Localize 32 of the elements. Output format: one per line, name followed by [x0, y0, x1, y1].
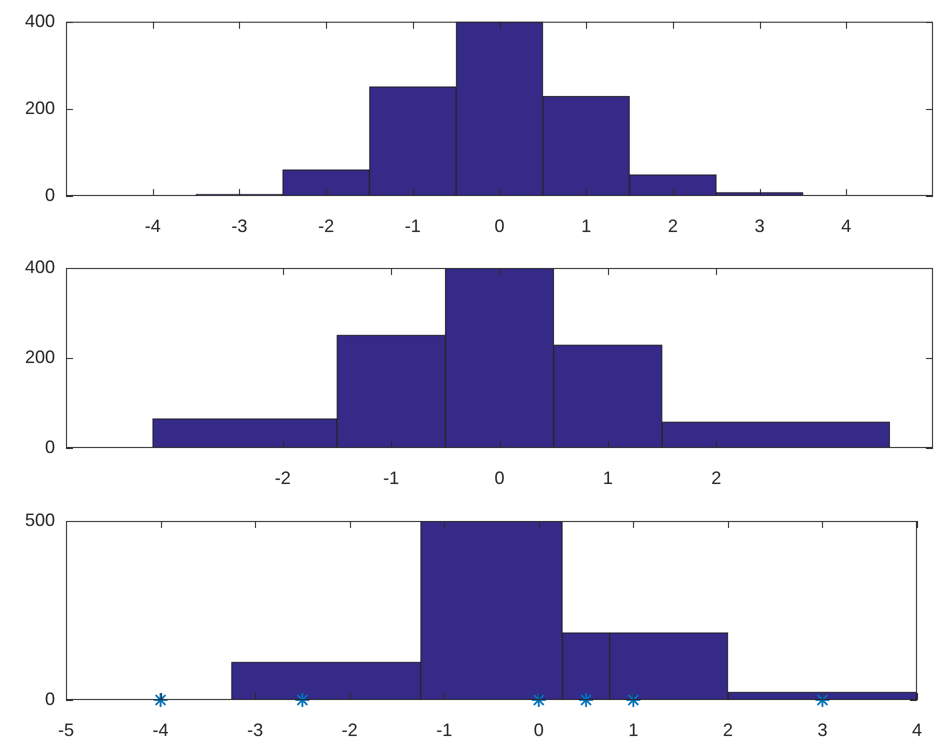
y-tick-label: 0 [44, 688, 55, 709]
x-tick-label: 3 [754, 216, 765, 236]
x-tick-label: 3 [817, 720, 828, 740]
x-tick-label: 1 [581, 216, 592, 236]
y-tick-label: 500 [24, 510, 55, 530]
x-tick-label: 2 [668, 216, 678, 236]
x-tick-label: -1 [383, 468, 400, 488]
x-tick-label: 1 [602, 468, 613, 488]
x-tick-label: 4 [841, 216, 852, 236]
x-tick-label: -2 [274, 468, 291, 488]
x-tick-label: -3 [231, 216, 248, 236]
y-tick-label: 400 [24, 10, 55, 31]
x-tick-label: 0 [494, 216, 505, 236]
y-tick-label: 200 [24, 346, 55, 367]
x-tick-label: -5 [58, 720, 74, 740]
x-tick-label: -4 [152, 720, 169, 740]
x-tick-label: -4 [144, 216, 161, 236]
x-tick-label: -1 [404, 216, 421, 236]
x-tick-label: -2 [342, 720, 358, 740]
x-tick-label: -1 [436, 720, 452, 740]
x-tick-label: 0 [534, 720, 544, 740]
x-tick-label: -3 [247, 720, 264, 740]
x-tick-label: 1 [628, 720, 638, 740]
x-tick-label: 4 [912, 720, 922, 740]
y-tick-label: 400 [24, 256, 55, 277]
y-tick-label: 0 [44, 184, 55, 205]
y-tick-label: 200 [24, 98, 55, 118]
x-tick-label: 2 [711, 468, 722, 488]
x-tick-label: 2 [722, 720, 733, 740]
x-tick-label: -2 [318, 216, 334, 236]
x-tick-label: 0 [494, 468, 505, 488]
y-tick-label: 0 [44, 436, 55, 457]
